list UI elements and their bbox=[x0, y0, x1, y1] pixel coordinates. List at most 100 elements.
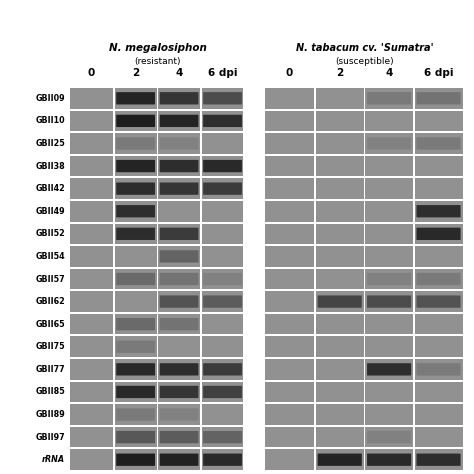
FancyBboxPatch shape bbox=[160, 228, 199, 240]
Bar bbox=[70, 133, 113, 154]
Bar bbox=[158, 178, 200, 199]
Bar bbox=[201, 269, 244, 289]
FancyBboxPatch shape bbox=[116, 228, 155, 240]
FancyBboxPatch shape bbox=[160, 295, 199, 308]
Bar bbox=[265, 246, 314, 267]
Bar bbox=[316, 359, 364, 380]
FancyBboxPatch shape bbox=[417, 205, 461, 218]
Bar bbox=[415, 201, 463, 221]
Bar bbox=[365, 133, 413, 154]
FancyBboxPatch shape bbox=[203, 295, 242, 308]
Text: (susceptible): (susceptible) bbox=[335, 57, 394, 66]
Bar bbox=[316, 88, 364, 109]
Bar bbox=[415, 224, 463, 244]
Bar bbox=[158, 133, 200, 154]
Bar bbox=[115, 427, 156, 447]
Bar bbox=[365, 382, 413, 402]
Bar bbox=[70, 224, 113, 244]
FancyBboxPatch shape bbox=[116, 341, 155, 353]
FancyBboxPatch shape bbox=[160, 137, 199, 150]
Bar bbox=[365, 427, 413, 447]
Text: 2: 2 bbox=[132, 68, 139, 78]
Bar bbox=[115, 382, 156, 402]
FancyBboxPatch shape bbox=[160, 250, 199, 263]
Bar bbox=[201, 201, 244, 221]
Bar bbox=[201, 110, 244, 131]
FancyBboxPatch shape bbox=[367, 363, 411, 375]
Bar bbox=[265, 133, 314, 154]
FancyBboxPatch shape bbox=[203, 363, 242, 375]
FancyBboxPatch shape bbox=[417, 228, 461, 240]
Bar bbox=[415, 133, 463, 154]
Bar bbox=[70, 427, 113, 447]
FancyBboxPatch shape bbox=[116, 454, 155, 466]
Text: GBII89: GBII89 bbox=[35, 410, 65, 419]
Bar bbox=[415, 88, 463, 109]
Bar bbox=[316, 314, 364, 335]
Bar bbox=[158, 314, 200, 335]
Bar bbox=[70, 246, 113, 267]
Bar bbox=[70, 156, 113, 176]
FancyBboxPatch shape bbox=[417, 137, 461, 150]
Bar bbox=[365, 314, 413, 335]
Bar bbox=[115, 314, 156, 335]
Bar bbox=[316, 404, 364, 425]
Bar bbox=[265, 224, 314, 244]
FancyBboxPatch shape bbox=[160, 409, 199, 421]
Bar bbox=[265, 156, 314, 176]
Bar bbox=[70, 382, 113, 402]
FancyBboxPatch shape bbox=[116, 115, 155, 127]
Bar bbox=[115, 246, 156, 267]
Text: N. megalosiphon: N. megalosiphon bbox=[109, 43, 207, 53]
Text: 0: 0 bbox=[286, 68, 293, 78]
FancyBboxPatch shape bbox=[116, 386, 155, 398]
Bar bbox=[201, 449, 244, 470]
Text: GBII97: GBII97 bbox=[36, 433, 65, 442]
FancyBboxPatch shape bbox=[203, 92, 242, 104]
FancyBboxPatch shape bbox=[203, 160, 242, 172]
Bar bbox=[415, 314, 463, 335]
Bar bbox=[115, 359, 156, 380]
Bar bbox=[201, 427, 244, 447]
Text: GBII52: GBII52 bbox=[35, 229, 65, 238]
Bar bbox=[115, 88, 156, 109]
FancyBboxPatch shape bbox=[160, 182, 199, 195]
Text: 4: 4 bbox=[175, 68, 183, 78]
FancyBboxPatch shape bbox=[367, 295, 411, 308]
Bar bbox=[415, 382, 463, 402]
FancyBboxPatch shape bbox=[367, 92, 411, 104]
Bar bbox=[201, 314, 244, 335]
Bar bbox=[415, 110, 463, 131]
Bar bbox=[158, 110, 200, 131]
Bar bbox=[201, 178, 244, 199]
Bar bbox=[415, 178, 463, 199]
Bar bbox=[201, 382, 244, 402]
FancyBboxPatch shape bbox=[417, 295, 461, 308]
Bar bbox=[201, 224, 244, 244]
Bar bbox=[70, 88, 113, 109]
Bar bbox=[265, 88, 314, 109]
Bar bbox=[158, 269, 200, 289]
FancyBboxPatch shape bbox=[367, 273, 411, 285]
Text: 2: 2 bbox=[336, 68, 343, 78]
FancyBboxPatch shape bbox=[417, 454, 461, 466]
Bar bbox=[265, 404, 314, 425]
Bar bbox=[70, 404, 113, 425]
Bar bbox=[201, 404, 244, 425]
Bar bbox=[365, 201, 413, 221]
Bar bbox=[265, 201, 314, 221]
Bar bbox=[201, 359, 244, 380]
Text: GBII75: GBII75 bbox=[36, 342, 65, 351]
Bar bbox=[415, 359, 463, 380]
Bar bbox=[265, 337, 314, 357]
Bar bbox=[158, 88, 200, 109]
Bar bbox=[158, 337, 200, 357]
FancyBboxPatch shape bbox=[116, 318, 155, 330]
FancyBboxPatch shape bbox=[417, 273, 461, 285]
Bar bbox=[201, 156, 244, 176]
Bar bbox=[316, 178, 364, 199]
FancyBboxPatch shape bbox=[160, 115, 199, 127]
FancyBboxPatch shape bbox=[160, 318, 199, 330]
Bar bbox=[415, 337, 463, 357]
Bar bbox=[265, 314, 314, 335]
